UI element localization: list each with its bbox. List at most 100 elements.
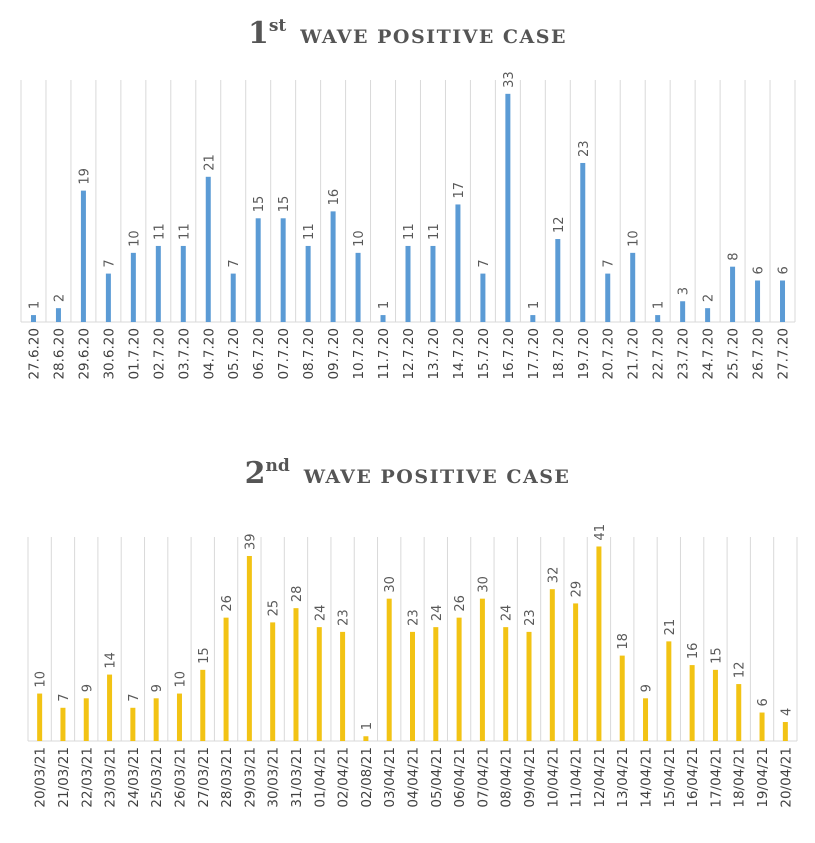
bar bbox=[782, 722, 788, 741]
data-label: 7 bbox=[57, 694, 72, 702]
x-tick-label: 02/08/21 bbox=[359, 747, 375, 808]
x-tick-label: 09/04/21 bbox=[522, 747, 538, 808]
bar bbox=[130, 707, 136, 741]
data-label: 11 bbox=[177, 223, 192, 240]
data-label: 1 bbox=[360, 722, 375, 730]
data-label: 15 bbox=[277, 196, 292, 213]
bar bbox=[246, 555, 252, 741]
data-label: 7 bbox=[127, 694, 142, 702]
x-tick-label: 31/03/21 bbox=[289, 747, 305, 808]
bar bbox=[270, 622, 276, 741]
data-label: 29 bbox=[570, 581, 585, 598]
chart-title: 1st WAVE POSITIVE CASE bbox=[0, 16, 815, 51]
x-tick-label: 15/04/21 bbox=[662, 747, 678, 808]
x-tick-label: 20/03/21 bbox=[33, 747, 49, 808]
data-label: 17 bbox=[452, 182, 467, 199]
bar bbox=[60, 707, 66, 741]
x-tick-label: 24/03/21 bbox=[126, 747, 142, 808]
data-label: 7 bbox=[602, 259, 617, 267]
data-label: 25 bbox=[267, 600, 282, 617]
data-label: 30 bbox=[383, 576, 398, 593]
bar bbox=[293, 608, 299, 741]
data-label: 26 bbox=[453, 595, 468, 612]
x-tick-label: 08.7.20 bbox=[301, 328, 317, 380]
data-label: 23 bbox=[337, 609, 352, 626]
x-tick-label: 10.7.20 bbox=[351, 328, 367, 380]
bar bbox=[503, 627, 509, 741]
x-tick-label: 10/04/21 bbox=[545, 747, 561, 808]
data-label: 10 bbox=[627, 230, 642, 247]
data-label: 15 bbox=[252, 196, 267, 213]
bar bbox=[549, 589, 555, 741]
x-tick-label: 14/04/21 bbox=[639, 747, 655, 808]
gridlines bbox=[27, 537, 798, 741]
x-tick-label: 13.7.20 bbox=[426, 328, 442, 380]
bar bbox=[355, 252, 361, 322]
bar bbox=[689, 665, 695, 741]
x-tick-label: 03.7.20 bbox=[176, 328, 192, 380]
bar bbox=[619, 655, 625, 741]
bar bbox=[655, 315, 661, 322]
bar bbox=[223, 617, 229, 741]
bar bbox=[680, 301, 686, 322]
data-label: 21 bbox=[202, 154, 217, 171]
x-tick-label: 04.7.20 bbox=[201, 328, 217, 380]
data-label: 9 bbox=[80, 684, 95, 692]
bar bbox=[430, 245, 436, 322]
x-tick-label: 07/04/21 bbox=[475, 747, 491, 808]
x-tick-label: 05/04/21 bbox=[429, 747, 445, 808]
x-tick-label: 17.7.20 bbox=[526, 328, 542, 380]
data-label: 1 bbox=[27, 301, 42, 309]
data-label: 4 bbox=[779, 708, 794, 716]
x-tick-label: 04/04/21 bbox=[406, 747, 422, 808]
title-number: 1 bbox=[247, 16, 269, 51]
x-tick-label: 30.6.20 bbox=[101, 328, 117, 380]
bar bbox=[505, 93, 511, 322]
data-label: 11 bbox=[402, 223, 417, 240]
bar bbox=[666, 641, 672, 741]
bar bbox=[580, 162, 586, 322]
data-label: 24 bbox=[430, 605, 445, 622]
bar bbox=[596, 546, 602, 741]
x-tick-label: 16/04/21 bbox=[685, 747, 701, 808]
data-label: 2 bbox=[52, 294, 67, 302]
x-tick-label: 11/04/21 bbox=[569, 747, 585, 808]
second-wave-plot: 1020/03/21721/03/21922/03/211423/03/2172… bbox=[27, 524, 798, 808]
bar bbox=[330, 211, 336, 322]
data-label: 12 bbox=[733, 662, 748, 679]
bar bbox=[280, 218, 286, 322]
bar bbox=[176, 693, 182, 741]
title-suffix: nd bbox=[265, 456, 290, 476]
data-label: 11 bbox=[302, 223, 317, 240]
x-tick-label: 28.6.20 bbox=[51, 328, 67, 380]
bar bbox=[736, 684, 742, 741]
x-tick-label: 05.7.20 bbox=[226, 328, 242, 380]
bar bbox=[230, 273, 236, 322]
x-tick-label: 27/03/21 bbox=[196, 747, 212, 808]
chart-title: 2nd WAVE POSITIVE CASE bbox=[0, 456, 815, 491]
bar bbox=[380, 315, 386, 322]
x-tick-label: 11.7.20 bbox=[376, 328, 392, 380]
x-tick-label: 26/03/21 bbox=[172, 747, 188, 808]
data-label: 2 bbox=[702, 294, 717, 302]
data-label: 9 bbox=[640, 684, 655, 692]
x-tick-label: 09.7.20 bbox=[326, 328, 342, 380]
bar bbox=[712, 669, 718, 741]
bar bbox=[573, 603, 579, 741]
x-tick-label: 23/03/21 bbox=[103, 747, 119, 808]
bar bbox=[205, 176, 211, 322]
x-tick-label: 20/04/21 bbox=[778, 747, 794, 808]
bar bbox=[180, 245, 186, 322]
bar bbox=[37, 693, 43, 741]
x-tick-label: 24.7.20 bbox=[701, 328, 717, 380]
bar bbox=[456, 617, 462, 741]
data-label: 19 bbox=[77, 168, 92, 185]
data-label: 21 bbox=[663, 619, 678, 636]
data-label: 16 bbox=[686, 643, 701, 660]
bar bbox=[526, 631, 532, 741]
x-tick-label: 26.7.20 bbox=[751, 328, 767, 380]
x-tick-label: 30/03/21 bbox=[266, 747, 282, 808]
bar bbox=[405, 245, 411, 322]
data-label: 28 bbox=[290, 586, 305, 603]
data-label: 16 bbox=[327, 189, 342, 206]
